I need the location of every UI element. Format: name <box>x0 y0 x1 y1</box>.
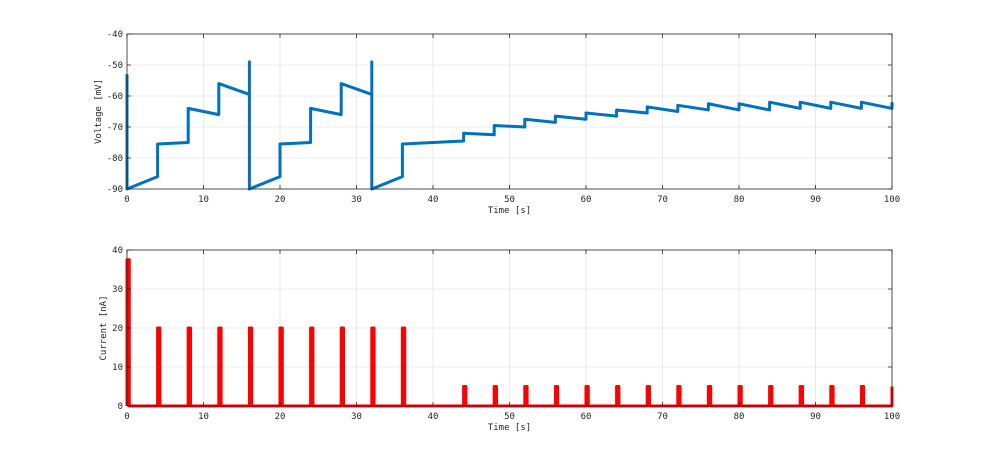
current-xtick-label: 30 <box>351 412 362 422</box>
current-xtick-label: 0 <box>124 412 129 422</box>
current-xtick-label: 80 <box>734 412 745 422</box>
voltage-ytick-label: -80 <box>107 154 123 164</box>
voltage-ytick-label: -50 <box>107 61 123 71</box>
current-ytick-label: 0 <box>118 402 123 412</box>
voltage-xtick-label: 20 <box>275 195 286 205</box>
voltage-ytick-label: -60 <box>107 92 123 102</box>
voltage-xtick-label: 40 <box>428 195 439 205</box>
current-ytick-label: 30 <box>112 285 123 295</box>
voltage-ytick-label: -40 <box>107 30 123 40</box>
voltage-xtick-label: 80 <box>734 195 745 205</box>
voltage-xtick-label: 50 <box>504 195 515 205</box>
voltage-xtick-label: 70 <box>657 195 668 205</box>
current-xtick-label: 50 <box>504 412 515 422</box>
current-xtick-label: 100 <box>884 412 900 422</box>
current-ytick-label: 40 <box>112 246 123 256</box>
voltage-xtick-label: 100 <box>884 195 900 205</box>
current-subplot: 0 10 20 30 40 50 60 70 80 90 100 0 10 20 30 40 Time [s]… <box>99 246 900 433</box>
current-ytick-label: 10 <box>112 363 123 373</box>
voltage-y-axis-label: Voltage [mV] <box>94 79 104 144</box>
current-x-axis-label: Time [s] <box>488 423 531 433</box>
current-y-axis-label: Current [nA] <box>99 295 109 360</box>
voltage-ytick-label: -70 <box>107 123 123 133</box>
voltage-ticks: 0 10 20 30 40 50 60 70 80 90 100 -90 -80 -70 -60 -50 -40 <box>107 30 900 205</box>
current-xtick-label: 70 <box>657 412 668 422</box>
current-xtick-label: 40 <box>428 412 439 422</box>
voltage-series-line <box>125 60 894 191</box>
current-xtick-label: 20 <box>275 412 286 422</box>
voltage-subplot: 0 10 20 30 40 50 60 70 80 90 100 -90 -80 -70 -60 -50 -40… <box>94 30 900 216</box>
current-ticks: 0 10 20 30 40 50 60 70 80 90 100 0 10 20 30 40 <box>112 246 900 422</box>
current-xtick-label: 10 <box>198 412 209 422</box>
voltage-xtick-label: 30 <box>351 195 362 205</box>
current-series-line <box>125 258 894 408</box>
voltage-ytick-label: -90 <box>107 185 123 195</box>
voltage-series-group <box>125 60 894 191</box>
voltage-xtick-label: 90 <box>810 195 821 205</box>
voltage-xtick-label: 0 <box>124 195 129 205</box>
current-series-group <box>125 258 894 408</box>
current-ytick-label: 20 <box>112 324 123 334</box>
current-xtick-label: 60 <box>581 412 592 422</box>
voltage-x-axis-label: Time [s] <box>488 206 531 216</box>
voltage-xtick-label: 60 <box>581 195 592 205</box>
current-xtick-label: 90 <box>810 412 821 422</box>
voltage-xtick-label: 10 <box>198 195 209 205</box>
